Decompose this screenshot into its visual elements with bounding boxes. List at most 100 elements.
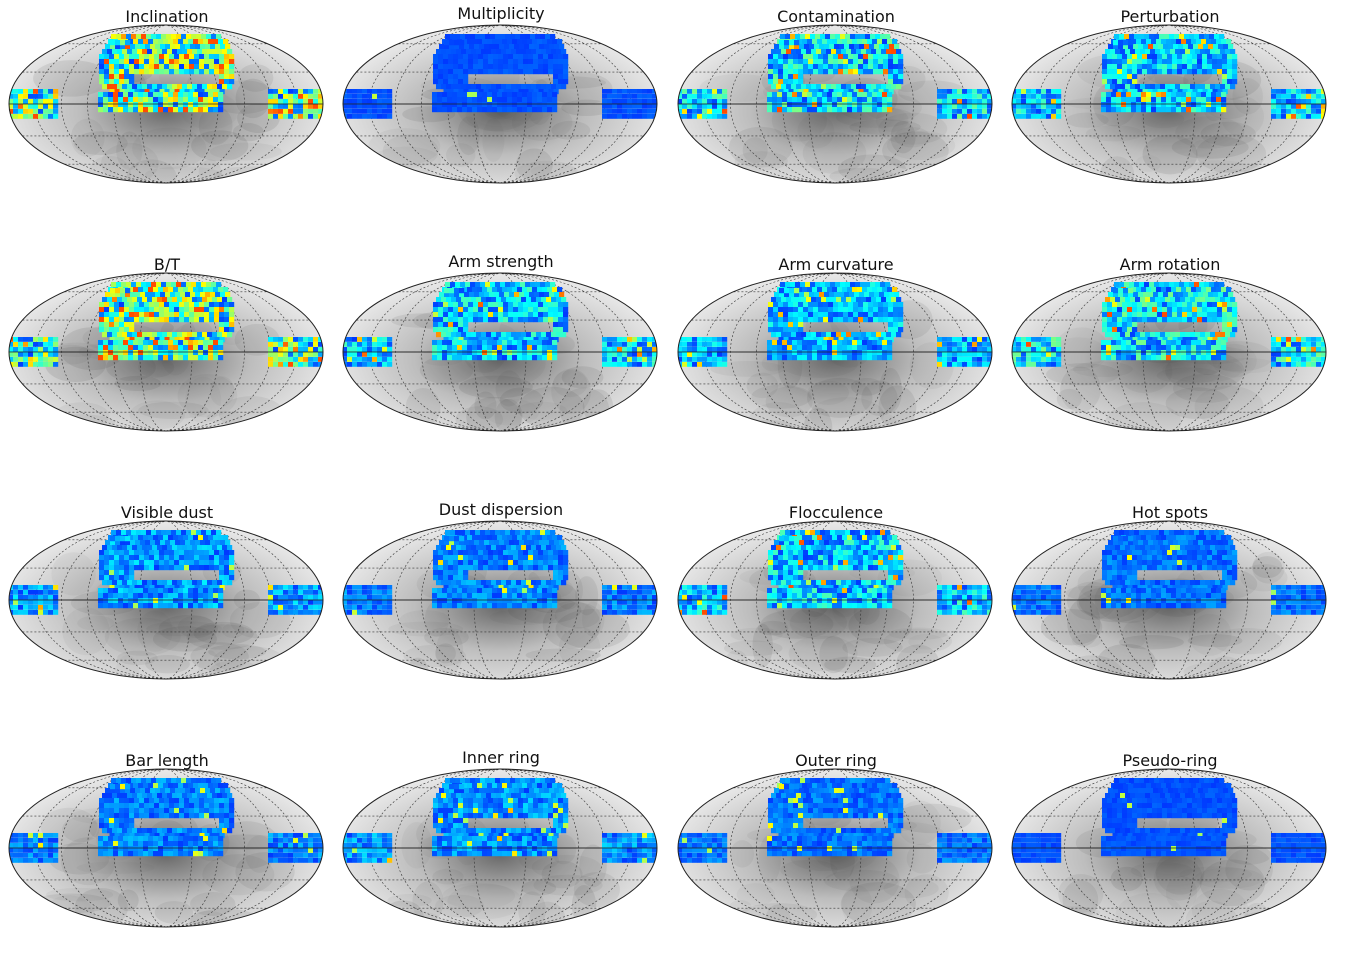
coverage-cell <box>507 350 512 355</box>
coverage-cell <box>38 605 43 610</box>
coverage-cell <box>1056 114 1061 119</box>
coverage-cell <box>213 97 218 102</box>
coverage-cell <box>773 327 778 332</box>
coverage-cell <box>852 107 857 112</box>
coverage-cell <box>158 97 163 102</box>
coverage-cell <box>882 102 887 107</box>
coverage-cell <box>1291 89 1296 94</box>
coverage-cell <box>807 39 812 44</box>
coverage-cell <box>506 297 511 302</box>
coverage-cell <box>1132 317 1137 322</box>
coverage-cell <box>1276 104 1281 109</box>
coverage-cell <box>893 54 898 59</box>
coverage-cell <box>512 350 517 355</box>
coverage-cell <box>206 34 211 39</box>
coverage-cell <box>1210 49 1215 54</box>
coverage-cell <box>203 97 208 102</box>
coverage-cell <box>843 59 848 64</box>
coverage-cell <box>687 347 692 352</box>
coverage-cell <box>517 350 522 355</box>
coverage-cell <box>447 345 452 350</box>
coverage-cell <box>210 44 215 49</box>
coverage-cell <box>1111 350 1116 355</box>
coverage-cell <box>48 590 53 595</box>
coverage-cell <box>809 44 814 49</box>
coverage-cell <box>1127 64 1132 69</box>
coverage-cell <box>1311 89 1316 94</box>
coverage-cell <box>843 69 848 74</box>
coverage-cell <box>133 97 138 102</box>
coverage-cell <box>1011 94 1016 99</box>
coverage-cell <box>657 347 662 352</box>
coverage-cell <box>1141 102 1146 107</box>
coverage-cell <box>540 282 545 287</box>
coverage-cell <box>352 352 357 357</box>
coverage-cell <box>817 350 822 355</box>
coverage-cell <box>214 69 219 74</box>
coverage-cell <box>160 44 165 49</box>
coverage-cell <box>478 64 483 69</box>
coverage-cell <box>982 357 987 362</box>
coverage-cell <box>1102 79 1107 84</box>
coverage-cell <box>473 317 478 322</box>
coverage-cell <box>1212 307 1217 312</box>
coverage-cell <box>372 362 377 367</box>
coverage-cell <box>622 94 627 99</box>
coverage-cell <box>1311 99 1316 104</box>
coverage-cell <box>1207 302 1212 307</box>
coverage-cell <box>803 302 808 307</box>
coverage-cell <box>1126 345 1131 350</box>
coverage-cell <box>1326 104 1331 109</box>
coverage-cell <box>1121 97 1126 102</box>
coverage-cell <box>1136 345 1141 350</box>
coverage-cell <box>118 345 123 350</box>
coverage-cell <box>1181 97 1186 102</box>
coverage-cell <box>1056 342 1061 347</box>
coverage-cell <box>212 49 217 54</box>
coverage-cell <box>146 282 151 287</box>
coverage-cell <box>163 355 168 360</box>
coverage-cell <box>881 332 886 337</box>
coverage-cell <box>788 69 793 74</box>
coverage-cell <box>832 345 837 350</box>
coverage-cell <box>526 84 531 89</box>
coverage-cell <box>850 34 855 39</box>
coverage-cell <box>1171 107 1176 112</box>
coverage-cell <box>1021 342 1026 347</box>
coverage-cell <box>682 114 687 119</box>
coverage-cell <box>1326 357 1331 362</box>
coverage-cell <box>1116 107 1121 112</box>
coverage-cell <box>198 593 203 598</box>
coverage-cell <box>1157 307 1162 312</box>
coverage-cell <box>1220 84 1225 89</box>
coverage-cell <box>372 109 377 114</box>
coverage-cell <box>213 355 218 360</box>
coverage-cell <box>1126 92 1131 97</box>
coverage-cell <box>104 570 109 575</box>
coverage-cell <box>889 292 894 297</box>
coverage-cell <box>208 355 213 360</box>
coverage-cell <box>224 302 229 307</box>
coverage-cell <box>213 535 218 540</box>
coverage-cell <box>863 312 868 317</box>
coverage-cell <box>439 292 444 297</box>
coverage-cell <box>28 357 33 362</box>
coverage-cell <box>387 352 392 357</box>
coverage-cell <box>323 590 328 595</box>
coverage-cell <box>632 94 637 99</box>
coverage-cell <box>1016 89 1021 94</box>
coverage-cell <box>1185 297 1190 302</box>
coverage-cell <box>1147 64 1152 69</box>
coverage-cell <box>199 555 204 560</box>
coverage-cell <box>188 92 193 97</box>
coverage-cell <box>183 287 188 292</box>
coverage-cell <box>507 97 512 102</box>
coverage-cell <box>170 292 175 297</box>
coverage-cell <box>298 347 303 352</box>
coverage-cell <box>278 357 283 362</box>
coverage-cell <box>190 44 195 49</box>
coverage-cell <box>801 332 806 337</box>
coverage-cell <box>879 292 884 297</box>
coverage-cell <box>863 69 868 74</box>
coverage-cell <box>712 347 717 352</box>
